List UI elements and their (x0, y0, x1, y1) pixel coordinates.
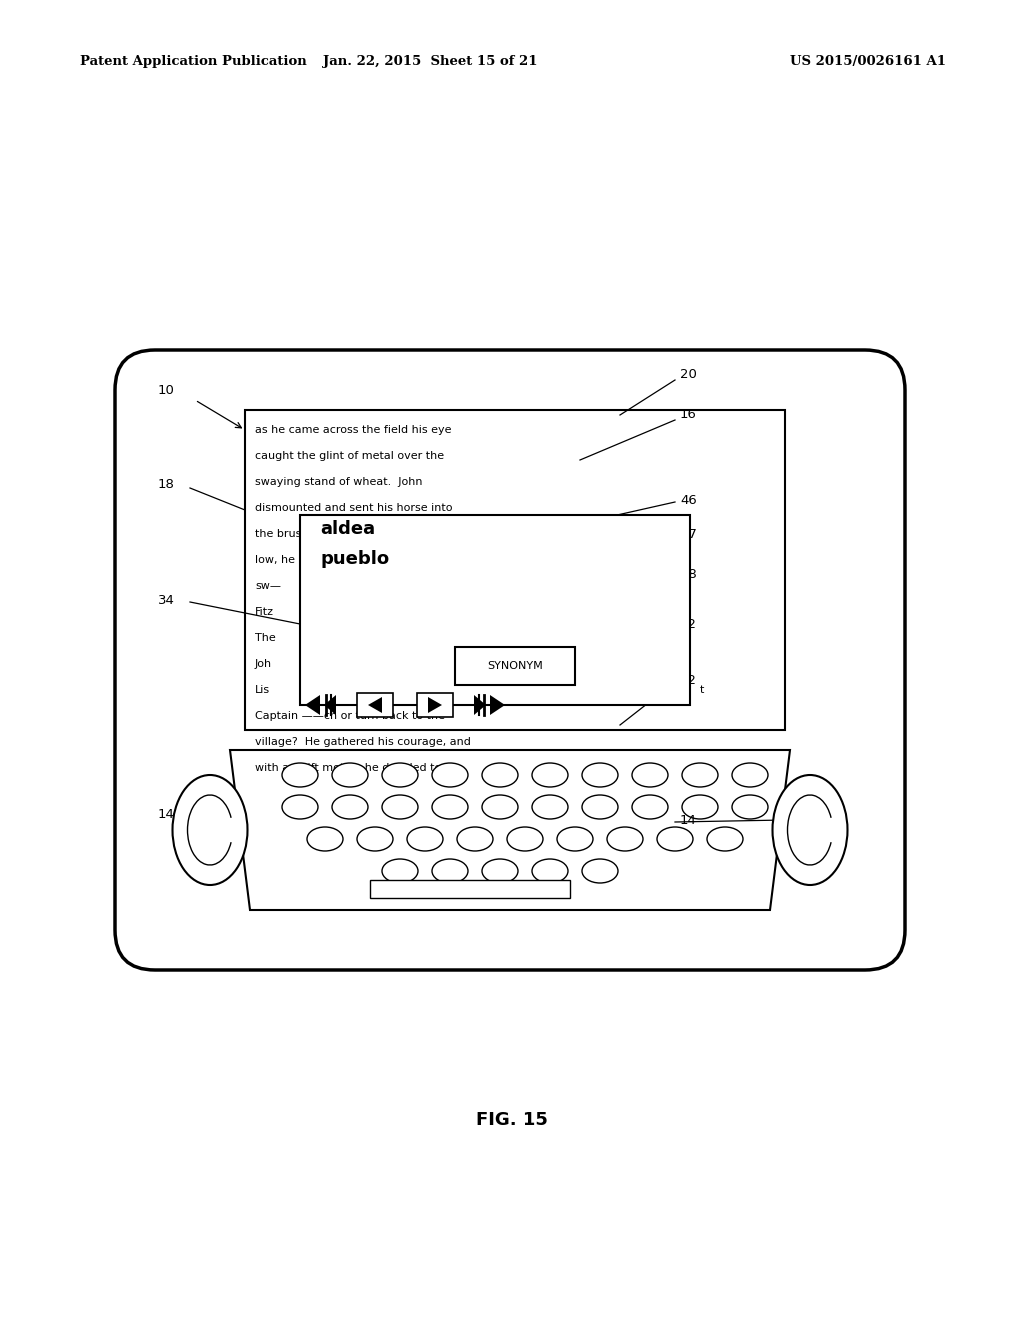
Text: 10: 10 (158, 384, 175, 396)
Polygon shape (324, 696, 336, 715)
Text: 12: 12 (680, 673, 697, 686)
Bar (300, 515, 690, 705)
Text: 32: 32 (680, 619, 697, 631)
Text: with a swift motion he decided to: with a swift motion he decided to (255, 763, 441, 774)
Ellipse shape (357, 828, 393, 851)
Text: dismounted and sent his horse into: dismounted and sent his horse into (255, 503, 453, 513)
Ellipse shape (457, 828, 493, 851)
Text: swaying stand of wheat.  John: swaying stand of wheat. John (255, 477, 423, 487)
Ellipse shape (582, 795, 618, 818)
Text: low, he could just see across a slight: low, he could just see across a slight (255, 554, 459, 565)
Text: 14: 14 (158, 808, 175, 821)
Ellipse shape (732, 763, 768, 787)
Text: The: The (255, 634, 275, 643)
Text: village?  He gathered his courage, and: village? He gathered his courage, and (255, 737, 471, 747)
Bar (455, 647, 575, 685)
Text: aldea: aldea (319, 520, 375, 539)
Ellipse shape (632, 795, 668, 818)
Ellipse shape (707, 828, 743, 851)
Ellipse shape (432, 859, 468, 883)
Text: Lis: Lis (255, 685, 270, 696)
Ellipse shape (332, 795, 368, 818)
Ellipse shape (532, 859, 568, 883)
Text: Jan. 22, 2015  Sheet 15 of 21: Jan. 22, 2015 Sheet 15 of 21 (323, 55, 538, 69)
Ellipse shape (732, 795, 768, 818)
Ellipse shape (772, 775, 848, 884)
Text: 48: 48 (680, 569, 696, 582)
Text: 20: 20 (680, 368, 697, 381)
Ellipse shape (657, 828, 693, 851)
Ellipse shape (482, 763, 518, 787)
Text: Patent Application Publication: Patent Application Publication (80, 55, 307, 69)
Text: pueblo: pueblo (319, 550, 389, 568)
Text: 46: 46 (680, 494, 696, 507)
Ellipse shape (682, 763, 718, 787)
Ellipse shape (432, 795, 468, 818)
Ellipse shape (507, 828, 543, 851)
Ellipse shape (482, 795, 518, 818)
Ellipse shape (382, 859, 418, 883)
Ellipse shape (582, 859, 618, 883)
Text: t: t (700, 685, 705, 696)
Polygon shape (230, 750, 790, 909)
Text: 16: 16 (680, 408, 697, 421)
Ellipse shape (682, 795, 718, 818)
Ellipse shape (407, 828, 443, 851)
Ellipse shape (582, 763, 618, 787)
Ellipse shape (482, 859, 518, 883)
Text: 14: 14 (680, 813, 697, 826)
Ellipse shape (607, 828, 643, 851)
Text: the brush near the brook.  Crouched: the brush near the brook. Crouched (255, 529, 458, 539)
Bar (370, 880, 570, 898)
Text: caught the glint of metal over the: caught the glint of metal over the (255, 451, 444, 461)
Ellipse shape (307, 828, 343, 851)
Bar (417, 693, 453, 717)
Text: US 2015/0026161 A1: US 2015/0026161 A1 (790, 55, 946, 69)
Text: Fitz: Fitz (255, 607, 274, 616)
FancyBboxPatch shape (115, 350, 905, 970)
Ellipse shape (282, 795, 318, 818)
Text: SYNONYM: SYNONYM (487, 661, 543, 671)
Bar (357, 693, 393, 717)
Ellipse shape (382, 795, 418, 818)
Ellipse shape (172, 775, 248, 884)
Ellipse shape (382, 763, 418, 787)
Ellipse shape (332, 763, 368, 787)
Ellipse shape (557, 828, 593, 851)
Text: 47: 47 (680, 528, 697, 541)
Ellipse shape (432, 763, 468, 787)
Text: FIG. 15: FIG. 15 (476, 1111, 548, 1129)
Ellipse shape (282, 763, 318, 787)
Polygon shape (428, 697, 442, 713)
Ellipse shape (532, 795, 568, 818)
Ellipse shape (632, 763, 668, 787)
Text: 34: 34 (158, 594, 175, 606)
Text: sw—: sw— (255, 581, 281, 591)
Ellipse shape (532, 763, 568, 787)
Polygon shape (368, 697, 382, 713)
Text: Joh: Joh (255, 659, 272, 669)
Text: 18: 18 (158, 479, 175, 491)
Polygon shape (305, 696, 319, 715)
Polygon shape (474, 696, 486, 715)
Text: Captain ——ch or turn back to the: Captain ——ch or turn back to the (255, 711, 445, 721)
Bar (245, 411, 785, 730)
Polygon shape (490, 696, 505, 715)
Text: as he came across the field his eye: as he came across the field his eye (255, 425, 452, 436)
